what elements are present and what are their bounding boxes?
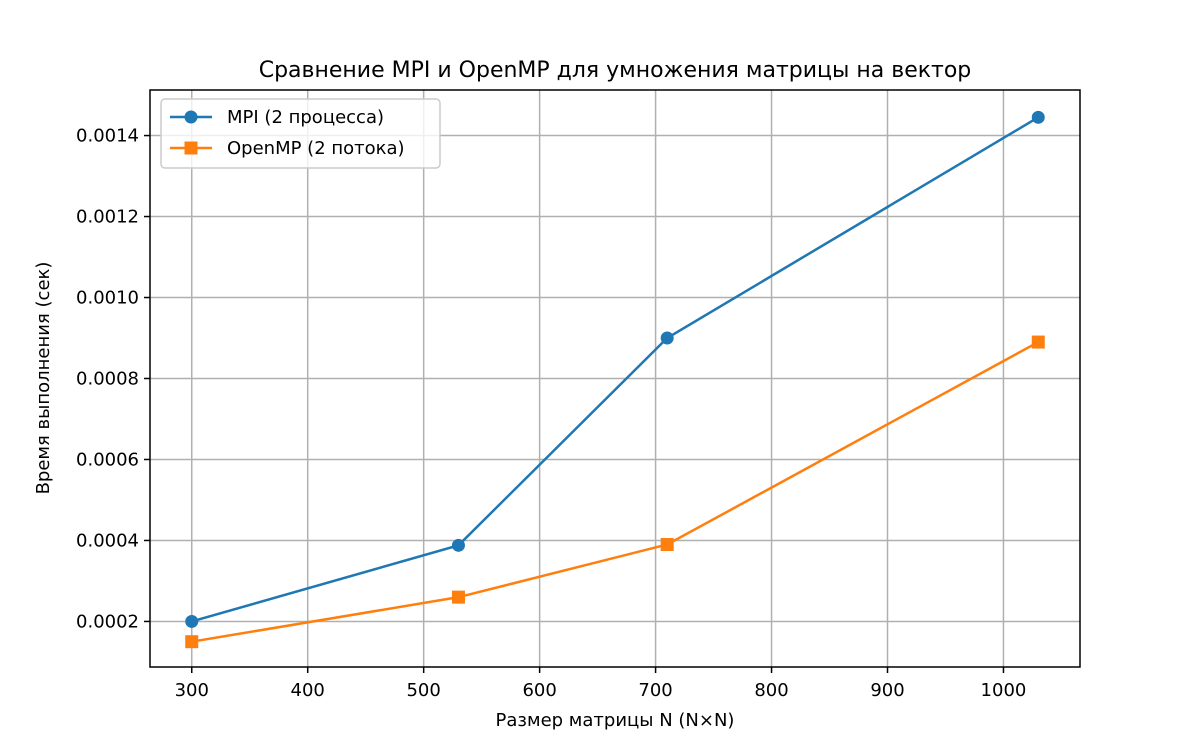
chart-title: Сравнение MPI и OpenMP для умножения мат… [259, 58, 972, 83]
series-2 [185, 335, 1045, 649]
data-point [1031, 335, 1045, 349]
legend-label: MPI (2 процесса) [227, 107, 384, 128]
y-tick-label: 0.0012 [76, 207, 139, 228]
x-tick-label: 1000 [981, 680, 1027, 701]
legend-label: OpenMP (2 потока) [227, 138, 405, 159]
data-point [660, 331, 674, 345]
legend: MPI (2 процесса) OpenMP (2 потока) [160, 98, 441, 169]
y-tick-label: 0.0004 [76, 530, 139, 551]
x-tick-label: 900 [870, 680, 904, 701]
x-tick-label: 800 [754, 680, 788, 701]
legend-entry: OpenMP (2 потока) [170, 138, 405, 159]
plot-series [185, 110, 1045, 649]
legend-marker [184, 141, 198, 155]
x-tick-label: 300 [175, 680, 209, 701]
data-point [185, 635, 199, 649]
series-line [191, 116, 1039, 623]
x-tick-label: 400 [291, 680, 325, 701]
data-point [451, 590, 465, 604]
data-point [451, 538, 465, 552]
y-axis-label: Время выполнения (сек) [33, 262, 54, 495]
axis-ticks: 300 400 500 600 700 800 900 1000 0.0002 0.0004 0.0… [76, 126, 1026, 701]
legend-entry: MPI (2 процесса) [170, 107, 384, 128]
legend-marker [184, 110, 198, 124]
y-tick-label: 0.0010 [76, 288, 139, 309]
data-point [185, 614, 199, 628]
x-tick-label: 700 [638, 680, 672, 701]
series-1 [185, 110, 1045, 628]
x-axis-label: Размер матрицы N (N×N) [496, 710, 735, 731]
legend-box [160, 98, 441, 169]
x-tick-label: 600 [522, 680, 556, 701]
series-line [191, 340, 1039, 643]
grid [150, 90, 1080, 667]
y-tick-label: 0.0008 [76, 369, 139, 390]
y-tick-label: 0.0006 [76, 449, 139, 470]
y-tick-label: 0.0002 [76, 611, 139, 632]
data-point [660, 538, 674, 552]
x-tick-label: 500 [406, 680, 440, 701]
data-point [1031, 110, 1045, 124]
y-tick-label: 0.0014 [76, 126, 139, 147]
